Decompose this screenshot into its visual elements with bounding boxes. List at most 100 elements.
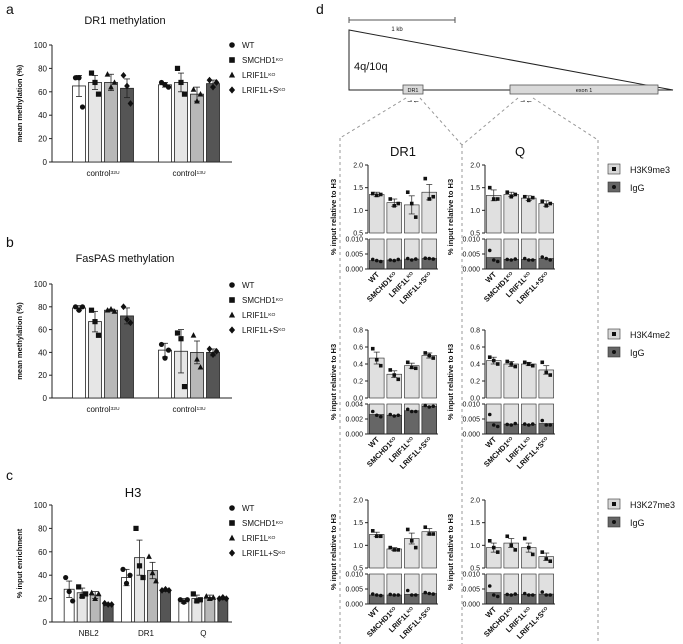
y-tick-label: 0.005 bbox=[462, 417, 480, 424]
data-point bbox=[108, 84, 114, 90]
data-point bbox=[223, 595, 230, 602]
data-point bbox=[431, 257, 436, 261]
bar bbox=[486, 360, 502, 399]
chart-a: 0 20 40 60 80 100 mean methylation (%) control3… bbox=[15, 41, 286, 178]
x-category-label: control32U bbox=[86, 405, 120, 414]
data-point bbox=[374, 593, 379, 597]
data-point bbox=[505, 190, 510, 194]
data-point bbox=[392, 204, 397, 208]
panel-letter-d: d bbox=[316, 1, 324, 17]
y-tick-label: 100 bbox=[34, 280, 48, 289]
legend-label: IgG bbox=[630, 183, 645, 193]
y-tick-label: 0 bbox=[43, 394, 48, 403]
data-point bbox=[495, 594, 500, 599]
data-point bbox=[165, 347, 172, 353]
data-point bbox=[427, 591, 432, 596]
y-tick-label: 2.0 bbox=[353, 163, 363, 170]
data-point bbox=[378, 192, 383, 197]
data-point bbox=[194, 98, 200, 104]
legend-label: IgG bbox=[630, 518, 645, 528]
data-point bbox=[526, 198, 531, 203]
data-point bbox=[509, 194, 514, 199]
y-tick-label: 40 bbox=[38, 571, 47, 580]
data-point bbox=[423, 176, 428, 181]
y-tick-label: 100 bbox=[34, 501, 48, 510]
data-point bbox=[370, 409, 375, 414]
data-point bbox=[509, 423, 514, 427]
data-point bbox=[229, 57, 235, 63]
data-point bbox=[228, 326, 236, 334]
y-tick-label: 1.0 bbox=[470, 208, 480, 215]
data-point bbox=[165, 84, 172, 90]
data-point bbox=[405, 588, 410, 593]
data-point bbox=[431, 194, 436, 199]
legend-marker-square bbox=[612, 167, 616, 171]
data-point bbox=[526, 362, 531, 366]
bar bbox=[204, 597, 216, 623]
data-point bbox=[388, 592, 393, 597]
bar bbox=[521, 197, 537, 234]
bar bbox=[160, 590, 171, 623]
data-point bbox=[374, 357, 379, 362]
data-point bbox=[105, 601, 112, 608]
legend-label: LRIF1L+SKO bbox=[242, 549, 286, 558]
data-point bbox=[92, 319, 98, 325]
data-point bbox=[181, 91, 188, 97]
chip-chart-dr1-2: 0.5 1.0 1.5 2.0 0.000 0.005 0.010 % input relat… bbox=[329, 498, 438, 641]
data-point bbox=[522, 422, 527, 426]
y-axis-label: mean methylation (%) bbox=[15, 302, 24, 380]
dr1-element bbox=[402, 84, 424, 95]
data-point bbox=[540, 550, 545, 554]
data-point bbox=[509, 593, 514, 597]
data-point bbox=[229, 505, 235, 511]
data-point bbox=[95, 332, 102, 338]
data-point bbox=[405, 360, 410, 365]
data-point bbox=[174, 330, 181, 336]
data-point bbox=[409, 409, 414, 414]
data-point bbox=[505, 257, 510, 262]
data-point bbox=[396, 413, 401, 418]
data-point bbox=[79, 104, 86, 110]
column-title-q: Q bbox=[515, 144, 525, 159]
data-point bbox=[427, 532, 432, 536]
y-axis-label: mean methylation (%) bbox=[15, 64, 24, 142]
data-point bbox=[544, 593, 549, 597]
data-point bbox=[409, 539, 414, 543]
y-tick-label: 20 bbox=[38, 135, 47, 144]
legend-label: IgG bbox=[630, 348, 645, 358]
legend-label: SMCHD1KO bbox=[242, 519, 283, 528]
data-point bbox=[123, 580, 130, 586]
data-point bbox=[540, 590, 545, 594]
data-point bbox=[378, 534, 383, 539]
y-tick-label: 0.6 bbox=[353, 345, 363, 352]
y-tick-label: 0.4 bbox=[353, 362, 363, 369]
data-point bbox=[405, 527, 410, 532]
y-tick-label: 0.010 bbox=[345, 237, 363, 244]
data-point bbox=[522, 591, 527, 596]
data-point bbox=[540, 418, 545, 423]
data-point bbox=[374, 534, 379, 539]
y-tick-label: 0.010 bbox=[462, 402, 480, 409]
data-point bbox=[544, 370, 549, 375]
data-point bbox=[513, 257, 518, 261]
y-tick-label: 0.004 bbox=[345, 402, 363, 409]
y-tick-label: 1.5 bbox=[470, 520, 480, 527]
y-tick-label: 1.0 bbox=[353, 543, 363, 550]
data-point bbox=[487, 248, 492, 253]
y-tick-label: 0.005 bbox=[462, 252, 480, 259]
region-label: 4q/10q bbox=[354, 61, 388, 73]
y-tick-label: 1.5 bbox=[353, 185, 363, 192]
data-point bbox=[63, 574, 69, 581]
data-point bbox=[544, 204, 549, 208]
data-point bbox=[213, 79, 220, 86]
data-point bbox=[210, 83, 216, 91]
data-point bbox=[162, 355, 168, 361]
data-point bbox=[140, 574, 146, 581]
y-tick-label: 40 bbox=[38, 348, 47, 357]
data-point bbox=[530, 593, 535, 597]
y-tick-label: 0.000 bbox=[462, 267, 480, 274]
data-point bbox=[548, 201, 553, 206]
data-point bbox=[374, 193, 379, 198]
panel-title-a: DR1 methylation bbox=[84, 15, 165, 27]
chart-b: 0 20 40 60 80 100 mean methylation (%) control3… bbox=[15, 280, 286, 414]
